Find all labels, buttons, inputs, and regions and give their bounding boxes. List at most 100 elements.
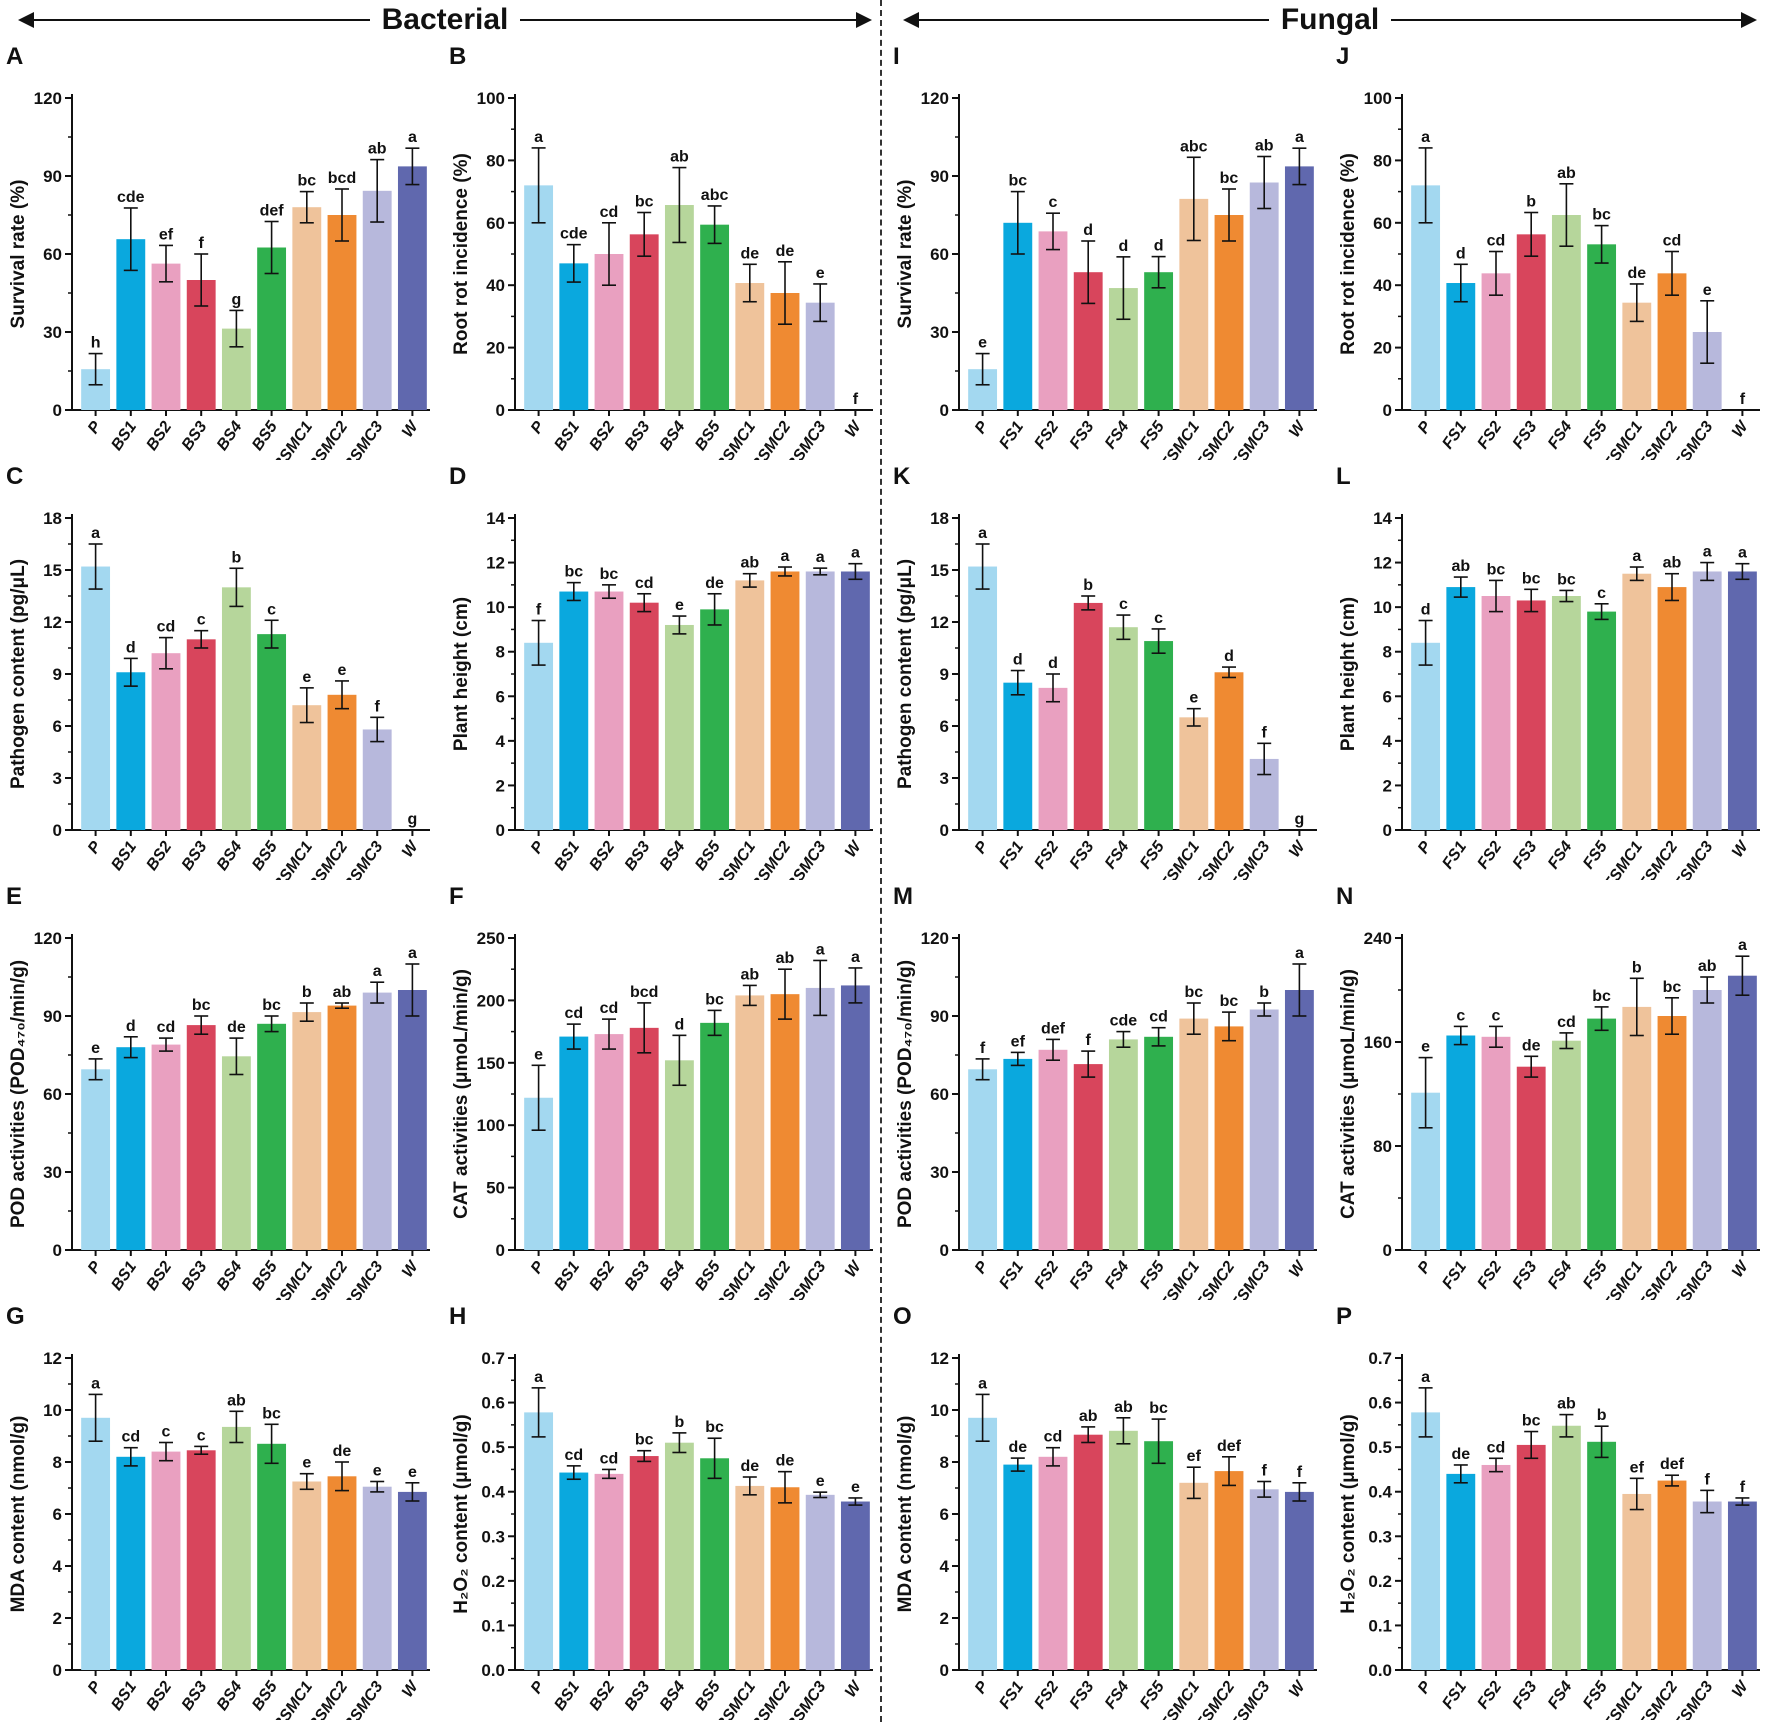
y-tick-label: 0.7 [1368,1349,1392,1368]
significance-letter: f [1740,1479,1746,1496]
y-tick-label: 30 [930,323,949,342]
y-tick-label: 40 [486,276,505,295]
y-tick-label: 90 [930,1007,949,1026]
x-tick-label: P [972,418,992,437]
panel-F: F CAT activities (μmoL/min/g) 0 50 100 150 200… [449,883,873,1300]
significance-letter: de [776,1453,795,1470]
significance-letter: f [1262,1463,1268,1480]
y-tick-label: 50 [486,1179,505,1198]
x-tick-label: BS2 [586,1258,618,1293]
x-tick-label: BSMC2 [305,418,351,460]
bar-FSMC2 [1214,672,1244,830]
bar-BS5 [700,1022,730,1250]
significance-letter: a [851,949,860,966]
y-tick-label: 60 [930,1085,949,1104]
significance-letter: c [197,612,206,629]
panel-J: J Root rot incidence (%) 0 20 40 60 80 100 a Pd FS… [1336,43,1760,460]
y-tick-label: 12 [930,1349,949,1368]
significance-letter: a [1295,945,1304,962]
panel-label: K [893,463,911,490]
x-tick-label: BSMC3 [340,838,386,880]
x-tick-label: W [842,1257,866,1281]
bar-BS4 [221,587,251,830]
significance-letter: a [1632,548,1641,565]
bar-BS5 [257,247,287,410]
x-tick-label: BS1 [108,838,140,873]
y-tick-label: 0 [1383,1241,1392,1260]
significance-letter: d [1048,655,1058,672]
bar-BSMC1 [735,283,765,410]
significance-letter: f [1086,1032,1092,1049]
x-tick-label: FSMC3 [1228,1678,1273,1720]
x-tick-label: P [972,1678,992,1697]
y-tick-label: 80 [1373,1137,1392,1156]
significance-letter: a [781,548,790,565]
x-tick-label: BS2 [143,418,175,453]
y-axis-label: H₂O₂ content (μmol/g) [1338,1414,1359,1614]
significance-letter: a [1295,129,1304,146]
significance-letter: de [740,1458,759,1475]
significance-letter: e [373,1463,382,1480]
x-tick-label: BS4 [214,1678,246,1713]
y-tick-label: 150 [477,1054,505,1073]
significance-letter: bcd [328,170,356,187]
significance-letter: de [1451,1446,1470,1463]
panel-label: G [6,1303,25,1330]
x-tick-label: BS3 [179,418,211,453]
x-tick-label: P [528,1258,548,1277]
x-tick-label: BS3 [622,838,654,873]
significance-letter: bc [1149,1400,1168,1417]
significance-letter: cde [117,189,145,206]
x-tick-label: BS1 [108,418,140,453]
x-tick-label: BS1 [551,1258,583,1293]
x-tick-label: FS5 [1137,1678,1168,1713]
bar-W [840,1501,870,1670]
significance-letter: f [1262,724,1268,741]
significance-letter: a [978,525,987,542]
y-axis-label: Root rot incidence (%) [1338,153,1359,355]
bar-BS5 [700,224,730,410]
x-tick-label: W [1729,837,1753,861]
bar-FS3 [1073,1434,1103,1670]
y-tick-label: 60 [486,214,505,233]
bar-BSMC3 [362,1486,392,1670]
panel-D: D Plant height (cm) 0 2 4 6 8 10 12 14 f Pbc BS1 bc BS… [449,463,873,880]
x-tick-label: BSMC1 [713,838,759,880]
significance-letter: bcd [630,984,658,1001]
panel-label: C [6,463,23,490]
significance-letter: bc [1220,170,1239,187]
y-tick-label: 0 [496,1241,505,1260]
significance-letter: bc [1663,979,1682,996]
significance-letter: ab [776,950,795,967]
x-tick-label: FS3 [1067,1678,1098,1712]
bar-BS2 [594,1473,624,1670]
x-tick-label: FSMC2 [1636,1258,1681,1300]
bar-P [524,1412,554,1670]
significance-letter: bc [600,566,619,583]
y-tick-label: 6 [1383,687,1392,706]
bar-BSMC1 [735,1485,765,1670]
y-tick-label: 6 [53,1505,62,1524]
x-tick-label: FS2 [1032,838,1063,872]
bacterial-title: Bacterial [381,3,509,36]
bar-BS2 [151,1044,181,1250]
bar-BS5 [700,1458,730,1670]
significance-letter: e [1703,282,1712,299]
significance-letter: bc [635,1432,654,1449]
x-tick-label: FSMC1 [1158,1258,1203,1300]
y-tick-label: 12 [930,613,949,632]
panel-label: J [1336,43,1349,70]
panel-I: I Survival rate (%) 0 30 60 90 120 e Pbc FS1 c FS2 d… [893,43,1317,460]
significance-letter: a [91,525,100,542]
x-tick-label: P [85,418,105,437]
x-tick-label: FS4 [1545,418,1576,452]
significance-letter: ab [670,149,689,166]
left-arrow-icon [18,12,370,28]
x-tick-label: BSMC3 [783,1678,829,1720]
x-tick-label: FS5 [1580,838,1611,873]
panel-label: A [6,43,23,70]
x-tick-label: BS5 [692,1258,724,1294]
x-tick-label: BSMC3 [783,1258,829,1300]
significance-letter: d [1154,238,1164,255]
x-tick-label: FSMC3 [1228,838,1273,880]
